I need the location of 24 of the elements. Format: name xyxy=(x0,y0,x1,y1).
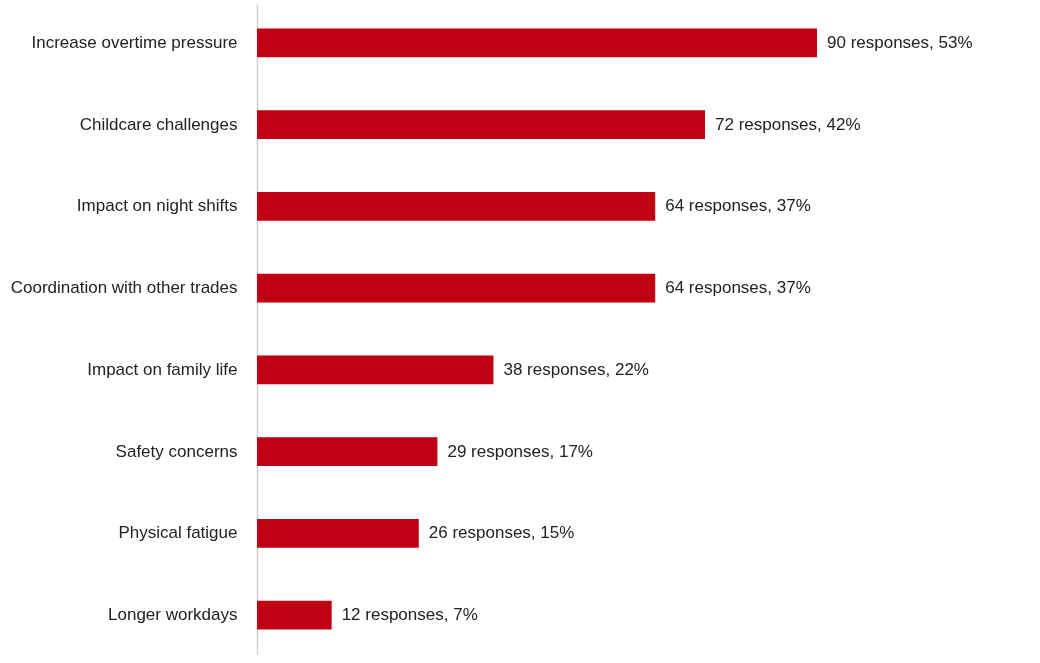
y-tick-label: Coordination with other trades xyxy=(10,278,238,298)
bar xyxy=(257,355,494,385)
data-label: 72 responses, 42% xyxy=(715,114,861,134)
y-tick-label: Safety concerns xyxy=(115,441,238,461)
bar xyxy=(257,600,332,630)
data-label: 64 responses, 37% xyxy=(665,278,811,298)
bar xyxy=(257,192,656,221)
data-label: 90 responses, 53% xyxy=(827,32,973,52)
bar xyxy=(257,519,419,548)
y-tick-label: Childcare challenges xyxy=(79,114,238,134)
y-tick-label: Longer workdays xyxy=(108,605,238,625)
y-tick-label: Physical fatigue xyxy=(118,523,238,543)
bar xyxy=(257,273,656,303)
bar xyxy=(257,28,817,58)
y-tick-label: Increase overtime pressure xyxy=(31,32,238,52)
data-label: 38 responses, 22% xyxy=(503,359,649,379)
bar xyxy=(257,437,438,466)
data-label: 12 responses, 7% xyxy=(341,605,478,625)
data-label: 29 responses, 17% xyxy=(447,441,593,461)
data-label: 64 responses, 37% xyxy=(665,196,811,216)
data-label: 26 responses, 15% xyxy=(428,523,575,543)
y-tick-label: Impact on family life xyxy=(87,359,238,379)
y-tick-label: Impact on night shifts xyxy=(76,196,238,216)
bar xyxy=(257,110,705,139)
